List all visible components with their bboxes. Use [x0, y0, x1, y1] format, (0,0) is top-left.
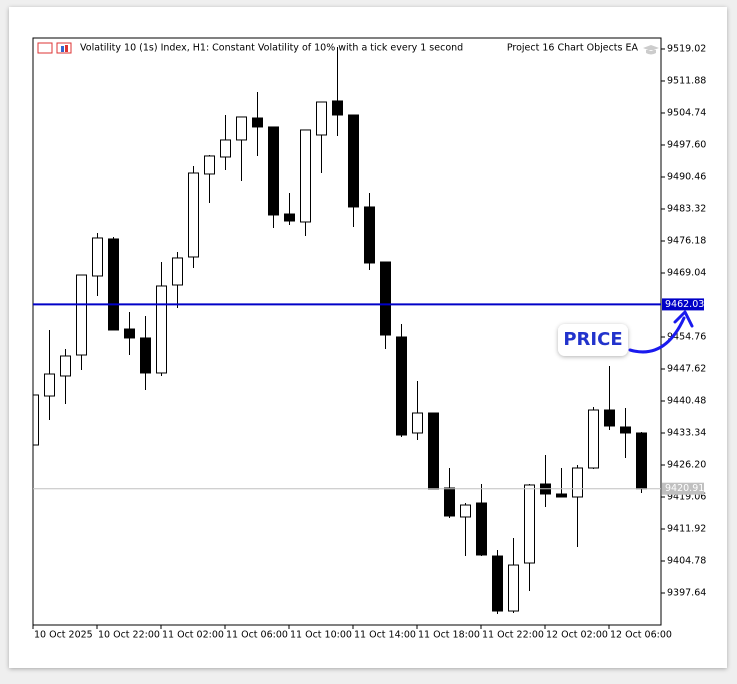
plot-area [32, 37, 662, 626]
candle-body [636, 432, 647, 490]
candle-body [108, 238, 119, 331]
candle-body [252, 117, 263, 128]
y-tick-label: 9433.34 [667, 427, 706, 438]
candle-body [348, 114, 359, 208]
icons [37, 42, 659, 55]
candle-body [364, 206, 375, 264]
candle-body [300, 129, 311, 223]
candle-body [268, 126, 279, 216]
candle-body [92, 237, 103, 277]
y-tick-label: 9504.74 [667, 107, 706, 118]
chart-title: Volatility 10 (1s) Index, H1: Constant V… [80, 43, 463, 54]
y-tick-label: 9497.60 [667, 139, 706, 150]
price-label: 9462.03 [665, 299, 704, 310]
candle-body [492, 555, 503, 612]
candle-body [428, 412, 439, 490]
candle-body [476, 502, 487, 556]
y-tick-label: 9519.02 [667, 43, 706, 54]
annotation-arrowhead [673, 310, 694, 328]
annotation-arrow [628, 316, 686, 354]
candle-body [60, 355, 71, 377]
y-tick-label: 9411.92 [667, 523, 706, 534]
y-tick-label: 9397.64 [667, 587, 706, 598]
icon [65, 45, 68, 52]
candle-body [44, 373, 55, 397]
candle-body [156, 285, 167, 374]
candle-body [236, 116, 247, 141]
icon [37, 42, 53, 54]
y-tick-label: 9426.20 [667, 459, 706, 470]
candle-body [332, 100, 343, 116]
icon [643, 45, 659, 55]
x-tick-label: 12 Oct 06:00 [610, 630, 672, 641]
y-tick-label: 9454.76 [667, 331, 706, 342]
candle-body [604, 409, 615, 427]
bid-label-bg [662, 482, 704, 495]
candle-body [124, 328, 135, 339]
candle-body [396, 336, 407, 436]
candle-body [380, 261, 391, 336]
price-label-bg [662, 298, 704, 311]
y-tick-label: 9483.32 [667, 203, 706, 214]
x-tick-label: 11 Oct 14:00 [354, 630, 416, 641]
x-tick-label: 11 Oct 02:00 [162, 630, 224, 641]
candle-body [172, 257, 183, 286]
candle-body [620, 426, 631, 434]
y-tick-label: 9404.78 [667, 555, 706, 566]
y-tick-label: 9447.62 [667, 363, 706, 374]
y-tick-label: 9511.88 [667, 75, 706, 86]
candle-body [284, 213, 295, 222]
candle-body [204, 155, 215, 175]
y-tick-label: 9476.18 [667, 235, 706, 246]
candle-body [76, 274, 87, 356]
candle-body [508, 564, 519, 612]
x-tick-label: 11 Oct 06:00 [226, 630, 288, 641]
x-tick-label: 11 Oct 22:00 [482, 630, 544, 641]
candle-body [556, 493, 567, 498]
annotation-text: PRICE [563, 329, 622, 350]
candle-body [460, 504, 471, 518]
candle-body [588, 409, 599, 469]
marks [32, 46, 647, 615]
icon [61, 46, 64, 52]
candle-body [188, 172, 199, 258]
y-tick-label: 9440.48 [667, 395, 706, 406]
bid-label: 9420.91 [665, 483, 704, 494]
x-tick-label: 11 Oct 18:00 [418, 630, 480, 641]
candle-body [412, 412, 423, 434]
candle-body [524, 484, 535, 564]
candle-body [572, 467, 583, 498]
annotation-box [558, 324, 628, 356]
y-tick-label: 9490.46 [667, 171, 706, 182]
x-tick-label: 10 Oct 2025 [34, 630, 93, 641]
x-tick-label: 12 Oct 02:00 [546, 630, 608, 641]
candle-body [444, 487, 455, 517]
y-tick-label: 9419.06 [667, 491, 706, 502]
candle-body [32, 394, 39, 446]
x-tick-label: 10 Oct 22:00 [98, 630, 160, 641]
y-tick-label: 9469.04 [667, 267, 706, 278]
candle-body [316, 101, 327, 136]
candle-body [140, 337, 151, 374]
x-tick-label: 11 Oct 10:00 [290, 630, 352, 641]
candle-body [220, 139, 231, 158]
expert-name: Project 16 Chart Objects EA [507, 43, 639, 54]
